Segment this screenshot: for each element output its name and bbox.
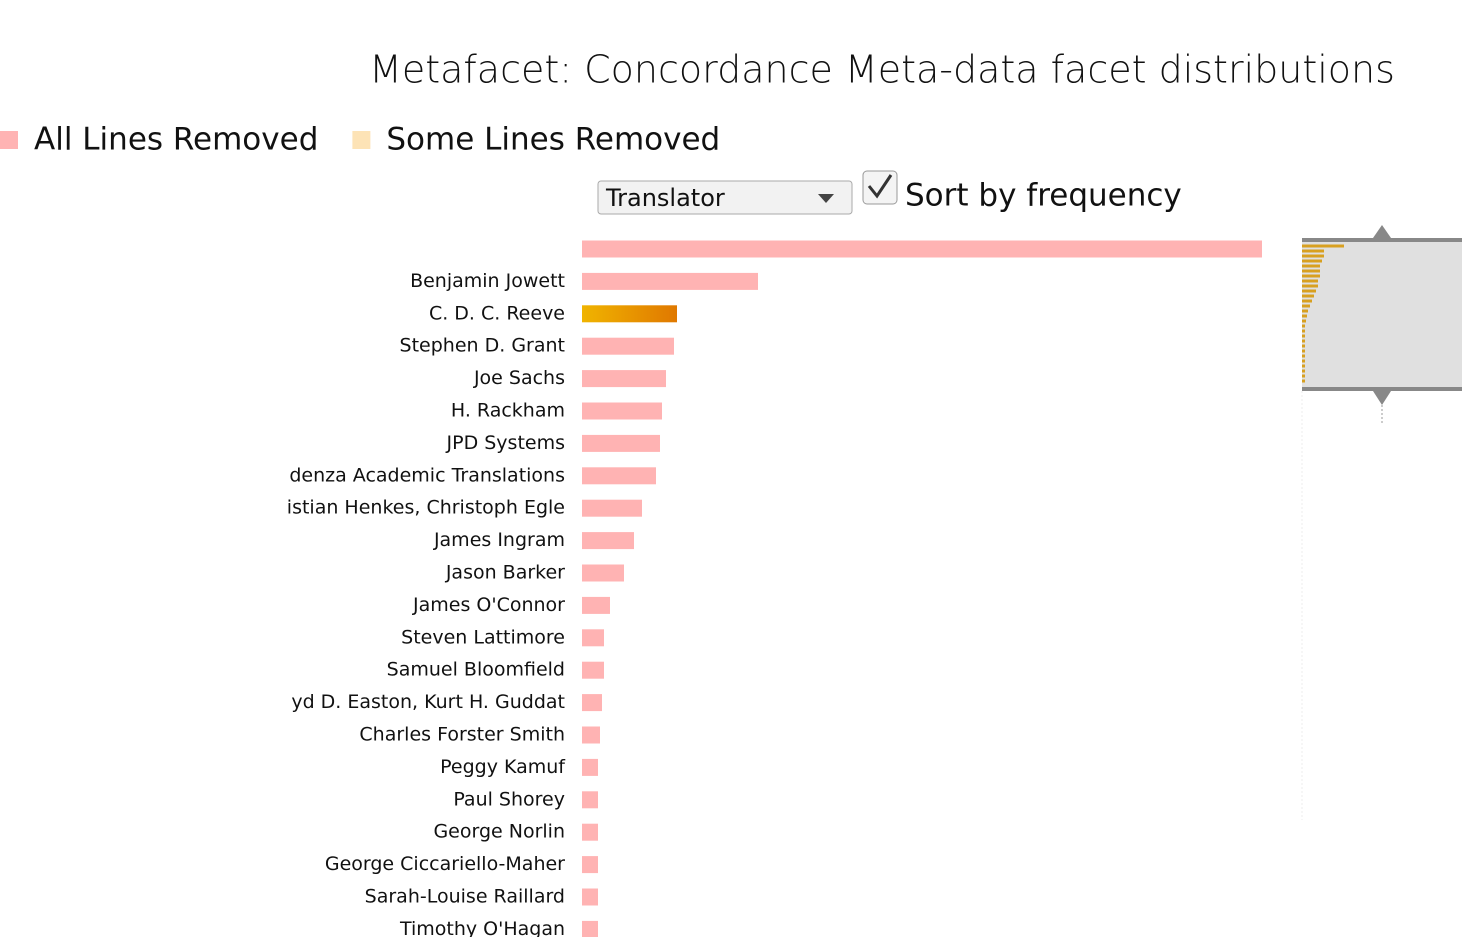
minimap-top bbox=[1302, 238, 1462, 242]
bar-label: Samuel Bloomfield bbox=[387, 659, 565, 681]
bar-label: Benjamin Jowett bbox=[410, 270, 565, 292]
bar bbox=[582, 791, 598, 809]
bar bbox=[582, 694, 602, 712]
bar-label: Peggy Kamuf bbox=[440, 756, 566, 778]
bars: Benjamin Jowett C. D. C. Reeve Stephen D. … bbox=[287, 240, 1262, 940]
bar bbox=[582, 305, 677, 323]
bar-label: George Norlin bbox=[433, 821, 565, 843]
bar-label: Jason Barker bbox=[445, 562, 565, 584]
bar bbox=[582, 434, 660, 452]
legend-label: All Lines Removed bbox=[34, 122, 318, 158]
bar bbox=[582, 467, 656, 485]
bar-label: JPD Systems bbox=[446, 432, 565, 454]
select-arrow bbox=[818, 194, 834, 203]
bar-label: H. Rackham bbox=[451, 400, 565, 422]
legend: All Lines Removed Some Lines Removed bbox=[0, 122, 720, 158]
bar bbox=[582, 758, 598, 776]
bar bbox=[582, 370, 666, 388]
bar bbox=[582, 272, 758, 290]
checkbox-label: Sort by frequency bbox=[905, 178, 1182, 214]
minimap-bottom bbox=[1302, 387, 1462, 391]
bar bbox=[582, 823, 598, 841]
bar bbox=[582, 240, 1262, 258]
select-value: Translator bbox=[605, 184, 725, 212]
bar-label: Joe Sachs bbox=[473, 367, 565, 389]
bar bbox=[582, 629, 604, 647]
title: Metafacet: Concordance Meta-data facet d… bbox=[369, 48, 1395, 92]
legend-swatch bbox=[352, 131, 371, 149]
bar-label: Stephen D. Grant bbox=[400, 335, 565, 357]
handle bbox=[1373, 225, 1391, 238]
bar bbox=[582, 856, 598, 874]
minimap bbox=[1301, 225, 1462, 820]
bar bbox=[582, 596, 610, 614]
bar-label: Timothy O'Hagan bbox=[399, 918, 565, 937]
bar bbox=[582, 402, 662, 420]
bar-label: C. D. C. Reeve bbox=[429, 302, 565, 324]
bar bbox=[582, 499, 642, 517]
legend-swatch bbox=[0, 131, 18, 149]
legend-label: Some Lines Removed bbox=[386, 122, 720, 158]
bar bbox=[582, 726, 600, 744]
bar-label: James O'Connor bbox=[412, 594, 565, 616]
bar-label: Sarah-Louise Raillard bbox=[365, 886, 565, 908]
bar-label: yd D. Easton, Kurt H. Guddat bbox=[291, 691, 565, 713]
bar-label: George Ciccariello-Maher bbox=[325, 853, 565, 875]
bar bbox=[582, 532, 634, 550]
minimap-bars bbox=[1302, 244, 1344, 383]
bar bbox=[582, 564, 624, 582]
bar bbox=[582, 888, 598, 906]
minimap-window bbox=[1302, 238, 1462, 390]
bar bbox=[582, 337, 674, 355]
bar-label: Charles Forster Smith bbox=[359, 724, 565, 746]
checkmark bbox=[867, 174, 893, 199]
handle bbox=[1373, 391, 1391, 405]
bar-label: istian Henkes, Christoph Egle bbox=[287, 497, 565, 519]
select[interactable] bbox=[597, 180, 853, 215]
bar bbox=[582, 920, 598, 938]
bar-label: James Ingram bbox=[433, 529, 565, 551]
bar-label: Steven Lattimore bbox=[401, 626, 565, 648]
bar-label: denza Academic Translations bbox=[289, 464, 565, 486]
bar bbox=[582, 661, 604, 679]
bar-label: Paul Shorey bbox=[453, 788, 565, 810]
